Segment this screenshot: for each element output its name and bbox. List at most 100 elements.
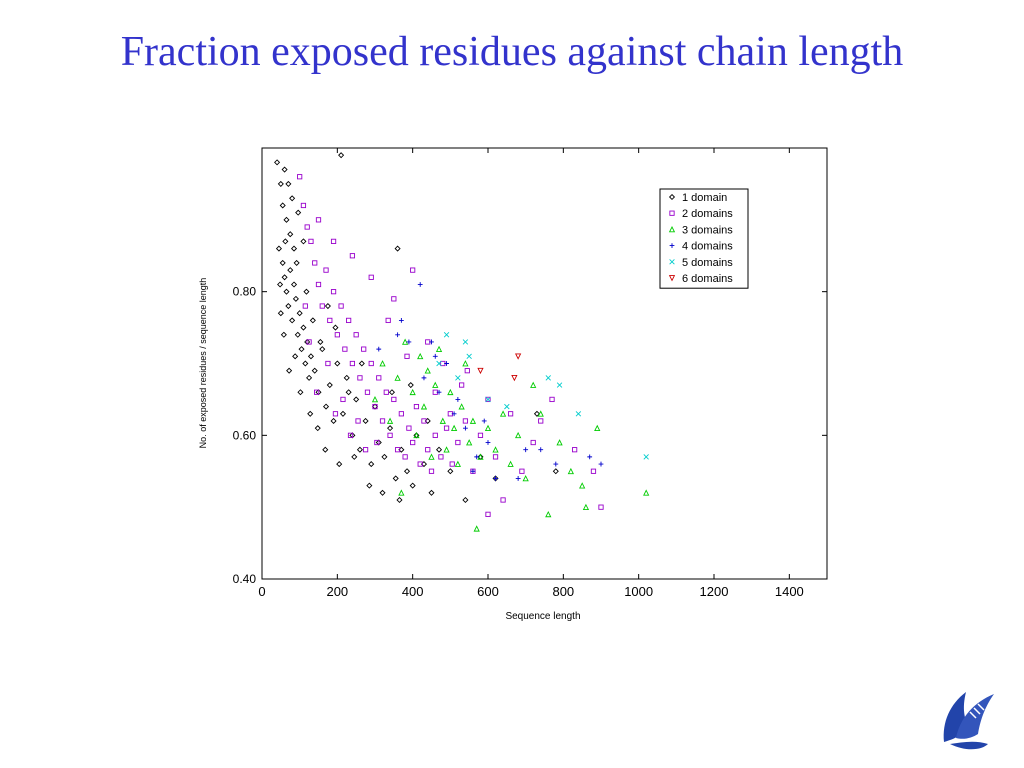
data-point [455, 375, 461, 381]
data-point [598, 461, 604, 467]
data-point [462, 339, 469, 345]
data-point [302, 303, 308, 309]
y-axis: 0.40 0.60 0.80 [233, 285, 827, 586]
data-point [308, 238, 314, 244]
data-point [447, 388, 454, 396]
data-point [449, 461, 455, 467]
data-point [485, 396, 491, 403]
data-point [466, 353, 472, 360]
data-point [545, 510, 552, 518]
data-point [355, 418, 361, 424]
data-point [332, 411, 339, 417]
data-point [594, 424, 601, 431]
data-point [432, 353, 438, 359]
x-tick-label: 400 [402, 584, 424, 599]
data-point [484, 424, 492, 431]
data-point [277, 310, 284, 317]
data-point [302, 360, 309, 367]
data-point [347, 432, 354, 438]
x-tick-label: 1200 [700, 584, 729, 599]
slide-title: Fraction exposed residues against chain … [120, 29, 904, 75]
data-point [295, 209, 302, 216]
data-point [287, 231, 294, 238]
data-point [424, 367, 431, 374]
data-point [314, 425, 321, 432]
data-point [336, 461, 343, 468]
data-point [309, 317, 316, 324]
data-point [277, 180, 284, 187]
data-point [643, 454, 649, 460]
data-point [394, 447, 401, 453]
data-point [311, 367, 318, 374]
data-point [485, 511, 491, 517]
data-point [306, 339, 312, 345]
data-point [429, 339, 434, 345]
data-point [395, 332, 400, 338]
data-point [458, 403, 465, 410]
data-point [417, 282, 423, 287]
data-point [406, 425, 412, 431]
x-axis: 0 200 400 600 800 1000 1200 1400 [258, 148, 804, 599]
x-tick-label: 200 [326, 584, 348, 599]
data-point [500, 497, 506, 503]
data-point [572, 447, 578, 453]
data-point [324, 302, 331, 310]
data-point [477, 432, 484, 438]
data-point [340, 396, 346, 403]
data-point [455, 439, 461, 446]
data-point [556, 382, 563, 388]
data-point [511, 375, 518, 382]
data-point [492, 446, 499, 453]
legend-marker [668, 225, 676, 233]
data-point [353, 396, 360, 403]
data-point [332, 324, 339, 331]
legend: 1 domain 2 domains 3 domains 4 domains 5 dom… [659, 188, 749, 289]
data-point [451, 411, 457, 417]
data-point [368, 461, 375, 468]
data-point [306, 374, 313, 381]
series-5 [436, 332, 649, 460]
data-point [598, 504, 604, 510]
y-tick-label: 0.40 [233, 572, 257, 586]
legend-marker [669, 243, 675, 248]
legend-label: 2 domains [682, 208, 733, 220]
data-point [538, 447, 544, 453]
data-point [454, 460, 461, 467]
data-point [410, 267, 416, 273]
data-point [315, 217, 322, 223]
data-point [362, 447, 369, 453]
data-point [296, 310, 303, 317]
data-point [343, 374, 350, 381]
data-point [435, 446, 443, 453]
data-point [342, 346, 348, 352]
data-point [376, 346, 382, 352]
data-point [292, 353, 299, 360]
data-point [436, 360, 442, 367]
data-point [523, 447, 529, 453]
data-point [287, 267, 294, 274]
data-point [356, 446, 363, 453]
data-point [387, 425, 394, 432]
series-4 [376, 282, 604, 481]
data-point [366, 482, 373, 489]
data-point [392, 475, 399, 482]
data-point [293, 259, 300, 266]
y-axis-label: No. of exposed residues / sequence lengt… [198, 278, 208, 449]
data-point [579, 482, 586, 489]
data-point [351, 453, 358, 460]
data-point [364, 389, 371, 395]
data-point [396, 496, 403, 504]
data-point [553, 461, 559, 467]
data-point [345, 389, 352, 396]
data-point [297, 389, 304, 396]
data-point [404, 353, 410, 359]
data-point [327, 317, 333, 324]
data-point [349, 253, 356, 259]
data-point [462, 360, 469, 367]
data-point [504, 403, 510, 410]
data-point [590, 468, 597, 474]
data-point [519, 468, 525, 474]
data-point [275, 245, 282, 252]
data-point [435, 345, 443, 352]
